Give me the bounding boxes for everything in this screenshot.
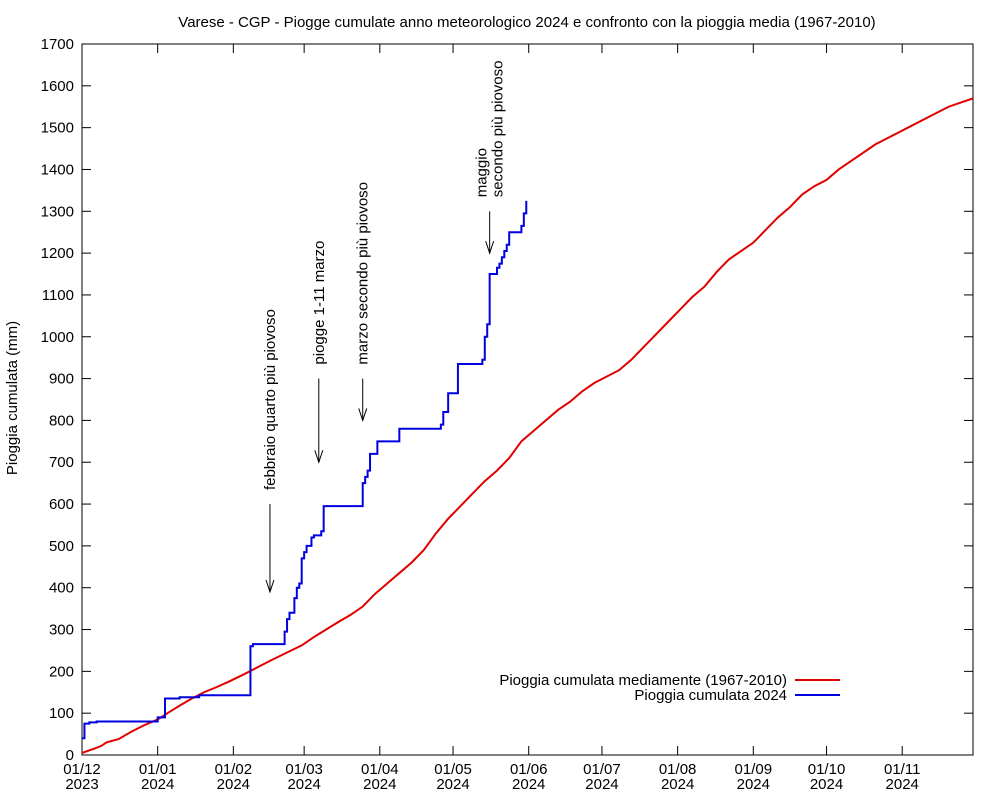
y-tick-label: 500 xyxy=(49,538,74,555)
plot-frame xyxy=(81,43,974,756)
x-tick-label: 01/09 xyxy=(735,761,773,778)
x-tick-label: 01/12 xyxy=(63,761,101,778)
y-tick-label: 1000 xyxy=(41,329,74,346)
legend-label: Pioggia cumulata mediamente (1967-2010) xyxy=(499,672,787,689)
annotation-arrowhead xyxy=(314,450,324,464)
y-tick-label: 1700 xyxy=(41,36,74,53)
annotation-label: piogge 1-11 marzo xyxy=(311,241,328,365)
x-tick-year-label: 2024 xyxy=(661,776,694,793)
x-tick-year-label: 2024 xyxy=(287,776,320,793)
x-tick-label: 01/10 xyxy=(808,761,846,778)
plot-area: 0 100 200 300 400 500 600 700 800 900 1000 1100 1200… xyxy=(41,36,974,793)
legend-label: Pioggia cumulata 2024 xyxy=(634,687,787,704)
chart-title: Varese - CGP - Piogge cumulate anno mete… xyxy=(178,14,875,31)
annotation-label: secondo più piovoso xyxy=(490,61,507,198)
series-line-2024 xyxy=(82,200,528,740)
y-axis-label: Pioggia cumulata (mm) xyxy=(4,321,21,475)
annotation-arrowhead xyxy=(358,408,368,422)
y-tick-label: 1400 xyxy=(41,161,74,178)
y-tick-label: 1500 xyxy=(41,120,74,137)
x-tick-year-label: 2024 xyxy=(585,776,618,793)
x-tick-label: 01/04 xyxy=(361,761,399,778)
annotation-arrowhead xyxy=(265,579,275,594)
y-tick-label: 600 xyxy=(49,496,74,513)
x-tick-year-label: 2024 xyxy=(810,776,843,793)
x-tick-year-label: 2024 xyxy=(436,776,469,793)
x-tick-label: 01/03 xyxy=(285,761,323,778)
x-tick-label: 01/01 xyxy=(139,761,177,778)
annotation-label: maggio xyxy=(474,148,491,197)
x-tick-label: 01/06 xyxy=(510,761,548,778)
y-tick-label: 900 xyxy=(49,371,74,388)
annotation-label: febbraio quarto più piovoso xyxy=(262,309,279,490)
y-tick-label: 0 xyxy=(66,747,74,764)
y-tick-label: 400 xyxy=(49,580,74,597)
x-tick-label: 01/05 xyxy=(434,761,472,778)
y-tick-label: 100 xyxy=(49,705,74,722)
x-tick-label: 01/07 xyxy=(583,761,621,778)
x-tick-year-label: 2024 xyxy=(737,776,770,793)
annotation-label: marzo secondo più piovoso xyxy=(355,182,372,365)
x-tick-year-label: 2024 xyxy=(512,776,545,793)
y-tick-label: 1300 xyxy=(41,203,74,220)
y-tick-label: 1100 xyxy=(42,287,74,304)
y-tick-label: 300 xyxy=(49,622,74,639)
y-tick-label: 200 xyxy=(49,663,74,680)
y-tick-label: 700 xyxy=(49,454,74,471)
x-tick-year-label: 2024 xyxy=(363,776,396,793)
x-tick-label: 01/08 xyxy=(659,761,697,778)
x-tick-year-label: 2023 xyxy=(65,776,98,793)
y-tick-label: 800 xyxy=(49,412,74,429)
x-tick-year-label: 2024 xyxy=(217,776,250,793)
y-tick-label: 1600 xyxy=(41,78,74,95)
series-line-average xyxy=(81,97,974,754)
x-tick-label: 01/11 xyxy=(884,761,920,778)
annotation-arrowhead xyxy=(485,240,495,255)
x-tick-year-label: 2024 xyxy=(141,776,174,793)
x-tick-label: 01/02 xyxy=(215,761,253,778)
y-tick-label: 1200 xyxy=(41,245,74,262)
x-tick-year-label: 2024 xyxy=(886,776,919,793)
